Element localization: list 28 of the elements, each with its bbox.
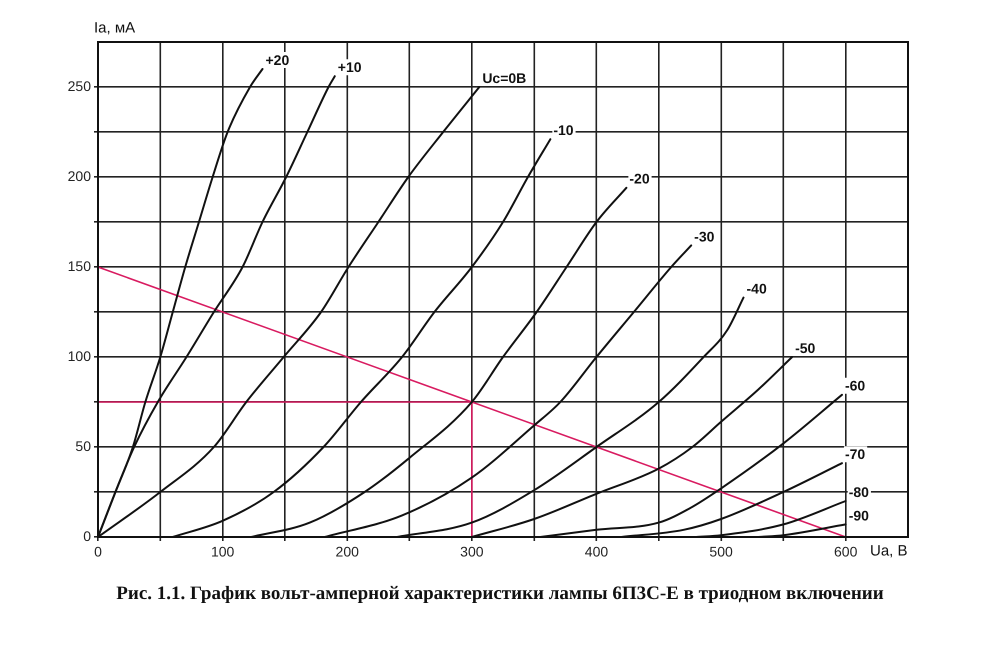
x-tick-label: 100 — [210, 543, 235, 560]
series-label: +10 — [338, 59, 362, 76]
series-label: -10 — [553, 122, 574, 138]
text: Рис. 1.1. График вольт-амперной характеристики лампы 6П3С-Е в триодном включении — [115, 582, 885, 606]
series-label: -40 — [746, 280, 767, 296]
y-tick-label: 250 — [68, 78, 92, 94]
y-tick-label: 150 — [68, 258, 92, 274]
series-label: -60 — [844, 378, 866, 394]
x-tick-label: 200 — [336, 543, 360, 560]
series-label: -80 — [848, 484, 870, 500]
x-tick-label: 0 — [94, 543, 102, 560]
x-tick-label: 300 — [460, 543, 484, 560]
series-label: Uc=0B — [482, 70, 526, 86]
series-label: +20 — [265, 52, 290, 68]
y-tick-label: 50 — [75, 438, 92, 454]
series-label: -70 — [844, 446, 866, 462]
x-tick-label: 500 — [709, 543, 733, 560]
x-axis-title: Ua, B — [870, 542, 908, 560]
x-tick-label: 400 — [584, 543, 608, 560]
x-tick-label: 600 — [834, 543, 858, 560]
series-label: -30 — [694, 228, 715, 244]
series-label: -90 — [848, 507, 870, 524]
y-tick-label: 100 — [68, 348, 92, 364]
series-label: -50 — [795, 340, 816, 356]
y-axis-title: Ia, мА — [94, 20, 136, 37]
y-tick-label: 0 — [83, 528, 92, 544]
y-tick-label: 200 — [68, 168, 92, 184]
series-label: -20 — [629, 170, 650, 187]
